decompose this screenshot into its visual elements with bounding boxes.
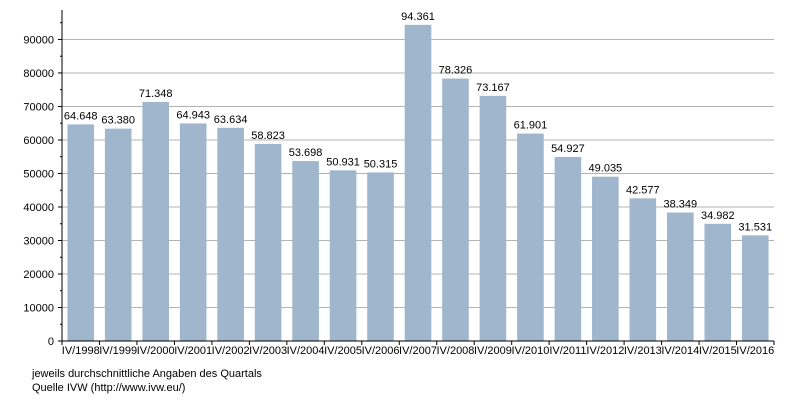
x-tick-label: IV/1998 [62,345,100,357]
x-tick-label: IV/2016 [736,345,774,357]
data-label: 49.035 [589,163,623,175]
data-label: 50.315 [364,158,398,170]
data-label: 53.698 [289,147,323,159]
bar [329,170,357,341]
x-tick-label: IV/2006 [362,345,400,357]
data-label: 54.927 [551,143,585,155]
y-tick-label: 60000 [23,135,54,147]
x-tick-label: IV/1999 [99,345,137,357]
bar [142,101,169,342]
bar [442,78,469,341]
y-tick-label: 20000 [23,269,54,281]
bar [67,124,95,341]
chart-container: 0 10000 20000 30000 40000 50000 60000 70000 8000… [23,10,775,357]
data-label: 63.634 [214,114,248,126]
data-label: 58.823 [251,130,285,142]
bar [292,161,319,341]
note-source: Quelle IVW (http://www.ivw.eu/) [32,382,186,394]
data-label: 78.326 [439,65,473,77]
x-tick-label: IV/2002 [212,345,250,357]
x-tick-label: IV/2014 [661,345,699,357]
data-label: 63.380 [101,115,135,127]
data-label: 94.361 [401,11,435,23]
y-tick-label: 90000 [23,34,54,46]
x-tick-label: IV/2008 [437,345,475,357]
bar [629,198,657,341]
x-tick-label: IV/2003 [249,345,287,357]
bar [592,176,619,341]
bar [554,156,582,341]
bar [704,223,732,341]
x-tick-label: IV/2013 [624,345,662,357]
y-tick-label: 80000 [23,68,54,80]
x-tick-label: IV/2011 [549,345,586,357]
data-label: 42.577 [626,184,660,196]
note-quarter-average: jeweils durchschnittliche Angaben des Qu… [32,368,262,380]
bar [741,235,769,341]
bar [479,95,507,341]
data-label: 61.901 [514,120,548,132]
data-label: 73.167 [476,82,510,94]
x-tick-label: IV/2005 [324,345,362,357]
bar [217,127,244,341]
bar [179,123,207,341]
data-label: 34.982 [701,210,735,222]
bar [104,128,132,341]
data-label: 31.531 [738,221,772,233]
x-tick-label: IV/2012 [586,345,624,357]
bar-chart: 0 10000 20000 30000 40000 50000 60000 70000 8000… [23,10,775,357]
bar [254,143,282,341]
x-tick-label: IV/2009 [474,345,512,357]
x-tick-label: IV/2001 [174,345,212,357]
y-tick-label: 10000 [23,302,54,314]
data-label: 50.931 [326,156,360,168]
data-label: 64.943 [176,109,210,121]
bar [367,172,394,341]
bar [404,24,432,341]
x-tick-label: IV/2004 [287,345,325,357]
chart-notes: jeweils durchschnittliche Angaben des Qu… [32,367,262,395]
bar [667,212,694,341]
x-tick-label: IV/2010 [511,345,549,357]
y-tick-label: 30000 [23,235,54,247]
bar [517,133,544,341]
data-label: 71.348 [139,88,173,100]
x-tick-label: IV/2015 [699,345,737,357]
x-tick-label: IV/2007 [399,345,437,357]
x-tick-label: IV/2000 [137,345,175,357]
y-tick-label: 0 [48,336,54,348]
y-tick-label: 70000 [23,101,54,113]
y-tick-label: 40000 [23,202,54,214]
y-tick-label: 50000 [23,168,54,180]
data-label: 64.648 [64,110,98,122]
data-label: 38.349 [663,199,697,211]
